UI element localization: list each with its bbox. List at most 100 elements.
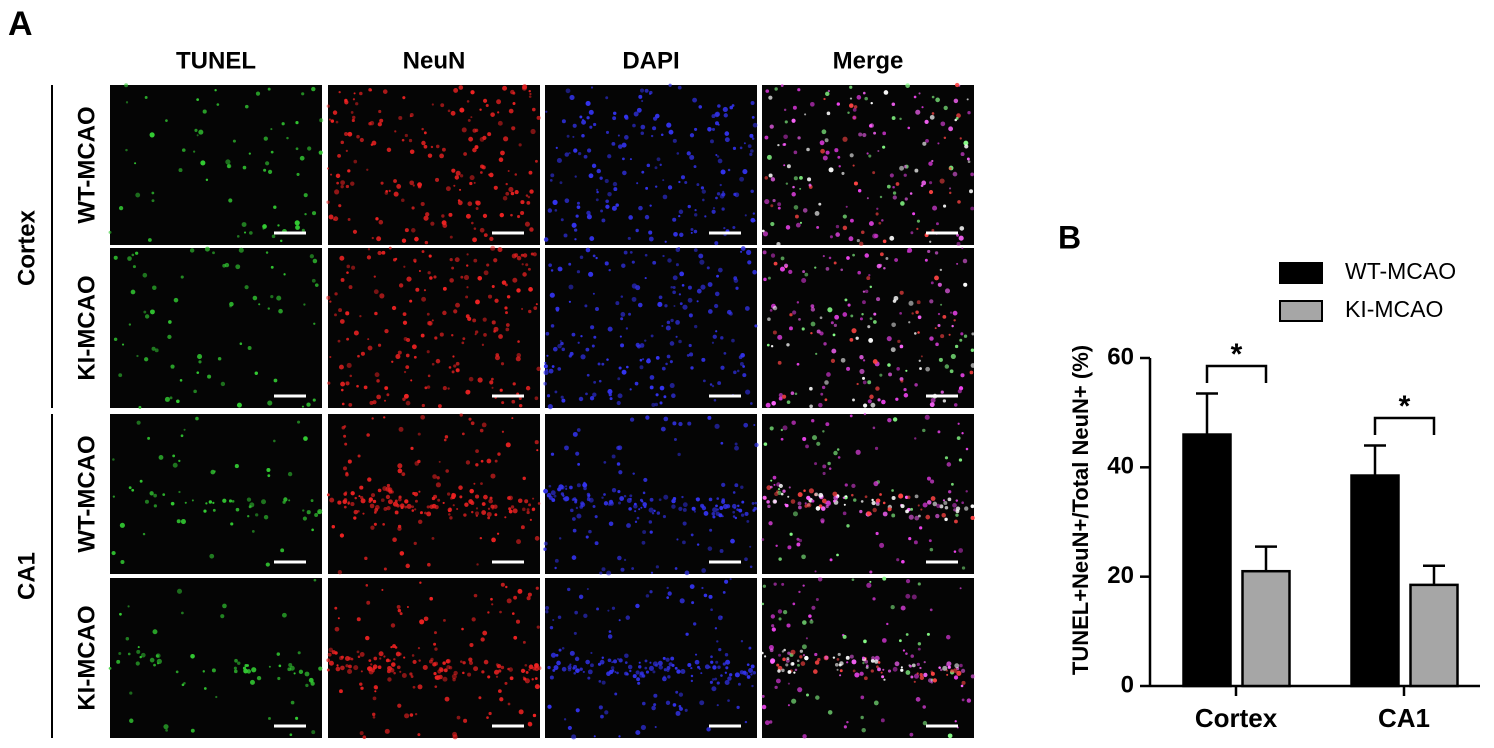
cell — [312, 258, 318, 264]
cell — [422, 664, 428, 671]
cell — [135, 192, 141, 198]
cell — [504, 681, 508, 685]
cell — [929, 299, 934, 304]
cell — [359, 485, 364, 490]
cell — [932, 678, 938, 683]
cell — [404, 713, 410, 719]
cell — [673, 437, 677, 441]
cell — [278, 308, 283, 314]
cell — [144, 357, 149, 362]
cell — [276, 652, 281, 656]
cell — [532, 713, 537, 718]
cell — [497, 452, 501, 456]
cell — [817, 657, 821, 662]
cell — [548, 484, 552, 488]
cell — [202, 670, 205, 673]
cell — [329, 497, 335, 503]
cell — [461, 432, 465, 436]
cell — [828, 256, 832, 260]
cell — [644, 659, 648, 663]
cell — [524, 663, 528, 667]
cell — [573, 631, 577, 635]
cell — [762, 250, 767, 255]
cell — [961, 501, 964, 505]
cell — [338, 204, 342, 208]
cell — [868, 221, 874, 227]
cell — [462, 337, 466, 341]
cell — [442, 386, 447, 391]
cell — [711, 686, 717, 692]
cell — [352, 98, 356, 101]
cell — [698, 105, 703, 109]
cell — [465, 314, 470, 319]
cell — [520, 525, 525, 530]
cell — [578, 594, 584, 600]
cell — [956, 113, 961, 118]
cell — [617, 377, 621, 381]
cell — [551, 365, 555, 368]
cell — [675, 710, 681, 716]
cell — [818, 202, 822, 206]
micrograph — [545, 577, 757, 740]
cell — [900, 504, 905, 509]
cell — [466, 253, 469, 256]
cell — [383, 399, 387, 402]
cell — [586, 587, 589, 591]
cell — [434, 685, 438, 688]
cell — [592, 254, 596, 258]
cell — [506, 295, 511, 299]
cell — [719, 506, 724, 510]
cell — [809, 404, 813, 409]
cell — [690, 231, 693, 234]
cell — [326, 104, 330, 108]
cell — [931, 112, 935, 115]
cell — [500, 582, 505, 587]
cell — [770, 485, 773, 489]
cell — [925, 138, 929, 143]
cell — [905, 652, 908, 655]
cell — [331, 650, 336, 655]
cell — [661, 324, 664, 328]
cell — [648, 507, 654, 513]
cell — [690, 533, 694, 537]
cell — [887, 363, 891, 367]
cell — [479, 171, 483, 174]
cell — [678, 180, 681, 184]
cell — [244, 663, 248, 668]
cell — [413, 355, 417, 359]
cell — [517, 588, 523, 594]
cell — [293, 672, 296, 675]
cell — [435, 177, 440, 182]
cell — [784, 120, 788, 124]
cell — [919, 673, 923, 677]
cell — [905, 670, 911, 675]
cell — [149, 657, 155, 663]
cell — [787, 651, 791, 655]
cell — [614, 692, 618, 696]
cell — [267, 169, 273, 174]
cell — [297, 420, 301, 424]
cell — [621, 263, 626, 268]
cell — [712, 515, 716, 519]
cell — [364, 556, 368, 561]
cell — [804, 502, 807, 505]
cell — [372, 712, 376, 717]
cell — [522, 640, 526, 644]
cell — [959, 338, 963, 342]
cell — [648, 520, 653, 524]
cell — [466, 286, 469, 289]
cell — [337, 153, 341, 158]
cell — [929, 240, 932, 243]
cell — [864, 96, 868, 101]
cell — [636, 107, 642, 113]
cell — [658, 498, 662, 502]
cell — [661, 366, 666, 371]
cell — [642, 491, 646, 495]
cell — [957, 422, 960, 425]
cell — [684, 570, 690, 576]
cell — [461, 341, 465, 345]
cell — [953, 675, 959, 680]
cell — [793, 205, 799, 210]
cell — [763, 442, 768, 446]
